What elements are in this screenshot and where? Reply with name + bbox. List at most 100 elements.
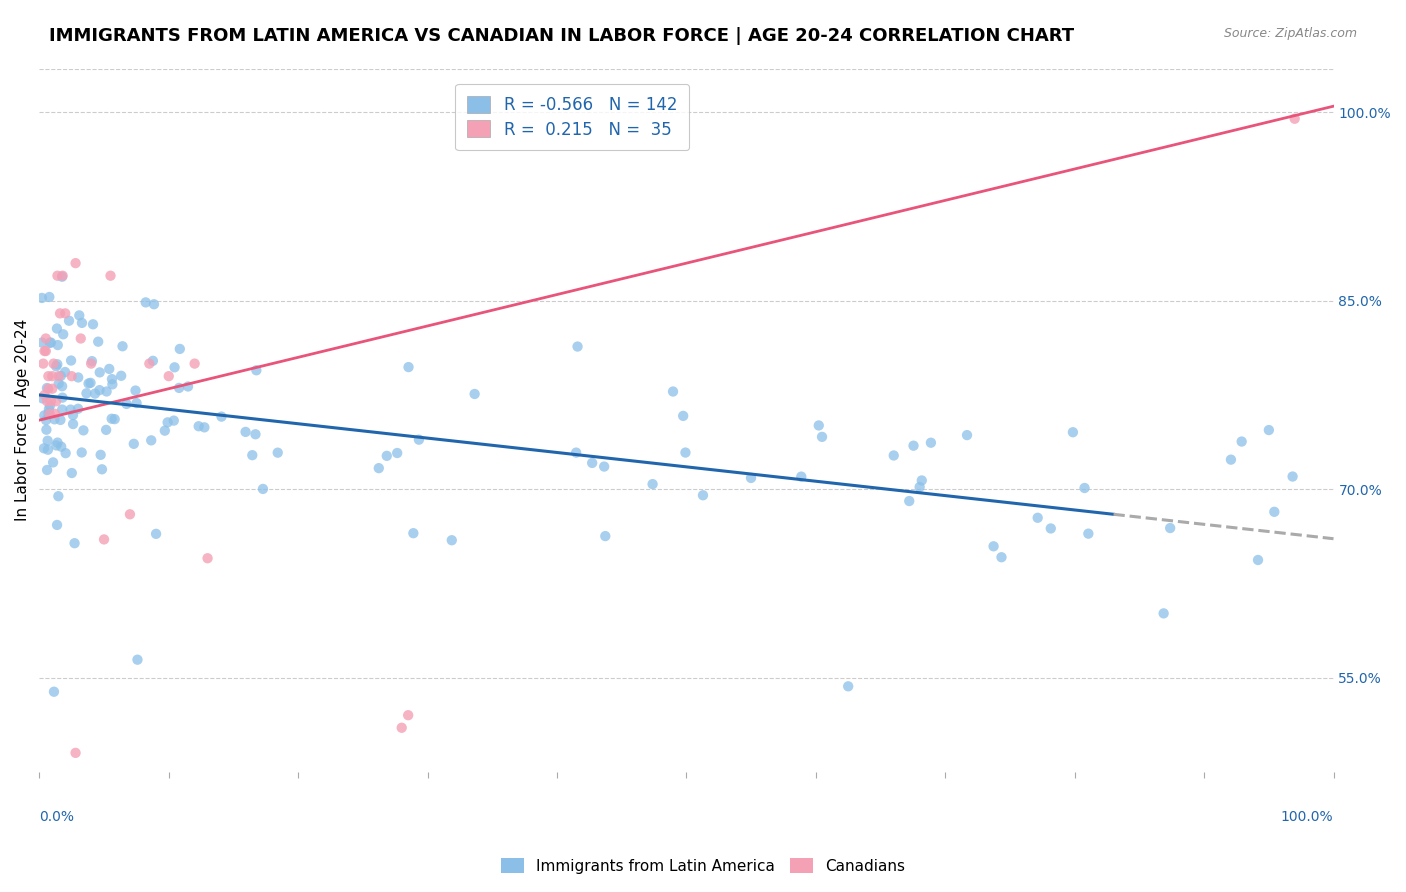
Point	[920, 435, 942, 450]
Point	[100, 268, 122, 283]
Point	[70, 445, 93, 459]
Point	[51, 379, 73, 393]
Text: 100.0%: 100.0%	[1281, 810, 1333, 824]
Point	[41, 382, 63, 396]
Text: IMMIGRANTS FROM LATIN AMERICA VS CANADIAN IN LABOR FORCE | AGE 20-24 CORRELATION: IMMIGRANTS FROM LATIN AMERICA VS CANADIA…	[49, 27, 1074, 45]
Point	[183, 357, 205, 371]
Point	[211, 409, 233, 424]
Point	[163, 360, 186, 375]
Point	[42, 684, 65, 698]
Point	[1257, 423, 1279, 437]
Point	[115, 397, 138, 411]
Point	[32, 442, 55, 456]
Point	[89, 383, 111, 397]
Point	[38, 407, 60, 421]
Point	[124, 384, 146, 398]
Point	[90, 448, 112, 462]
Text: 0.0%: 0.0%	[39, 810, 75, 824]
Point	[44, 412, 66, 426]
Point	[59, 402, 82, 417]
Point	[1026, 510, 1049, 524]
Point	[42, 455, 65, 469]
Point	[245, 427, 267, 442]
Point	[1247, 553, 1270, 567]
Point	[956, 428, 979, 442]
Point	[31, 291, 53, 305]
Point	[1153, 607, 1175, 621]
Point	[101, 377, 124, 392]
Point	[692, 488, 714, 502]
Point	[84, 386, 107, 401]
Point	[267, 445, 290, 459]
Point	[51, 391, 73, 405]
Point	[46, 435, 69, 450]
Point	[740, 471, 762, 485]
Point	[396, 708, 419, 723]
Point	[82, 318, 104, 332]
Point	[398, 360, 420, 375]
Point	[675, 445, 697, 459]
Point	[49, 306, 72, 320]
Point	[32, 357, 55, 371]
Point	[197, 551, 219, 566]
Point	[41, 369, 63, 384]
Point	[45, 321, 67, 335]
Point	[567, 340, 589, 354]
Point	[39, 399, 62, 413]
Y-axis label: In Labor Force | Age 20-24: In Labor Force | Age 20-24	[15, 319, 31, 521]
Point	[34, 344, 56, 359]
Point	[898, 494, 921, 508]
Point	[42, 357, 65, 371]
Point	[811, 430, 834, 444]
Point	[387, 446, 409, 460]
Point	[37, 442, 59, 457]
Point	[77, 376, 100, 391]
Point	[70, 316, 93, 330]
Point	[169, 342, 191, 356]
Point	[235, 425, 257, 439]
Point	[37, 382, 59, 396]
Point	[142, 354, 165, 368]
Point	[375, 449, 398, 463]
Point	[35, 331, 58, 345]
Point	[408, 433, 430, 447]
Point	[60, 353, 83, 368]
Point	[31, 392, 53, 406]
Point	[98, 362, 121, 376]
Point	[983, 539, 1005, 553]
Point	[1219, 452, 1241, 467]
Point	[53, 306, 76, 320]
Point	[62, 408, 84, 422]
Point	[903, 439, 925, 453]
Point	[1284, 112, 1306, 126]
Point	[35, 463, 58, 477]
Point	[55, 446, 77, 460]
Point	[135, 295, 157, 310]
Point	[91, 462, 114, 476]
Point	[63, 536, 86, 550]
Point	[69, 331, 91, 345]
Point	[101, 372, 124, 386]
Point	[122, 437, 145, 451]
Point	[51, 402, 73, 417]
Point	[93, 533, 115, 547]
Point	[1073, 481, 1095, 495]
Point	[38, 290, 60, 304]
Point	[37, 369, 59, 384]
Point	[1062, 425, 1084, 440]
Point	[60, 369, 83, 384]
Point	[464, 387, 486, 401]
Point	[837, 679, 859, 693]
Point	[37, 434, 59, 448]
Point	[143, 297, 166, 311]
Point	[76, 386, 98, 401]
Point	[65, 256, 87, 270]
Point	[80, 354, 103, 368]
Point	[80, 357, 103, 371]
Point	[125, 396, 148, 410]
Point	[593, 459, 616, 474]
Point	[141, 434, 163, 448]
Point	[35, 344, 58, 359]
Point	[46, 518, 69, 533]
Point	[110, 368, 132, 383]
